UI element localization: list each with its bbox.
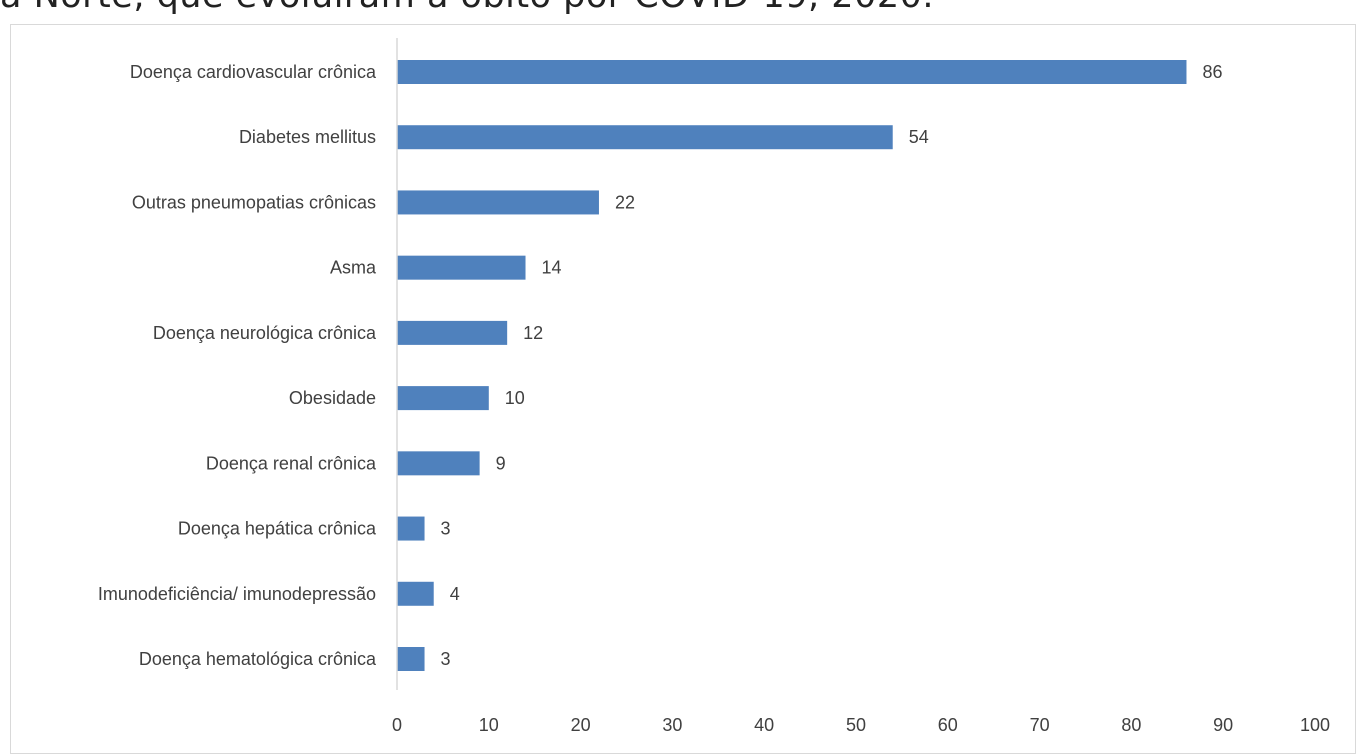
value-label-doenca-neurologica-cronica: 12 [523,323,543,343]
bars-layer [397,60,1187,671]
bar-obesidade [397,386,489,411]
category-label-imunodeficiencia-imunodepressao: Imunodeficiência/ imunodepressão [98,584,376,604]
value-labels-layer: 86 54 22 14 12 10 9 3 4 3 [441,62,1223,669]
bar-imunodeficiencia-imunodepressao [397,581,434,606]
x-tick-label-0: 0 [392,715,402,735]
category-label-doenca-hepatica-cronica: Doença hepática crônica [178,519,377,539]
category-label-doenca-renal-cronica: Doença renal crônica [206,453,377,473]
category-label-doenca-cardiovascular-cronica: Doença cardiovascular crônica [130,62,377,82]
x-tick-label-20: 20 [571,715,591,735]
x-tick-label-100: 100 [1300,715,1330,735]
value-label-outras-pneumopatias-cronicas: 22 [615,192,635,212]
x-tick-label-50: 50 [846,715,866,735]
bar-doenca-neurologica-cronica [397,320,508,345]
category-label-diabetes-mellitus: Diabetes mellitus [239,127,376,147]
bar-doenca-cardiovascular-cronica [397,60,1187,84]
value-label-obesidade: 10 [505,388,525,408]
bar-doenca-renal-cronica [397,451,480,476]
value-label-doenca-hepatica-cronica: 3 [441,519,451,539]
category-label-doenca-neurologica-cronica: Doença neurológica crônica [153,323,377,343]
x-tick-label-60: 60 [938,715,958,735]
category-label-asma: Asma [330,258,377,278]
value-label-doenca-hematologica-cronica: 3 [441,649,451,669]
bar-doenca-hepatica-cronica [397,516,425,541]
value-label-diabetes-mellitus: 54 [909,127,929,147]
value-label-imunodeficiencia-imunodepressao: 4 [450,584,460,604]
x-tick-label-90: 90 [1213,715,1233,735]
x-tick-label-40: 40 [754,715,774,735]
bar-doenca-hematologica-cronica [397,647,425,671]
x-tick-label-70: 70 [1030,715,1050,735]
x-axis-ticks-layer: 0 10 20 30 40 50 60 70 80 90 100 [392,715,1330,735]
chart-area [10,24,1356,754]
bar-outras-pneumopatias-cronicas [397,190,599,215]
x-tick-label-30: 30 [662,715,682,735]
category-label-outras-pneumopatias-cronicas: Outras pneumopatias crônicas [132,192,376,212]
category-labels-layer: Doença cardiovascular crônica Diabetes me… [98,62,377,669]
bar-asma [397,255,526,280]
category-label-obesidade: Obesidade [289,388,376,408]
value-label-doenca-cardiovascular-cronica: 86 [1202,62,1222,82]
chart-title: a Norte, que evoluíram a óbito por COVID… [0,0,934,18]
x-tick-label-80: 80 [1121,715,1141,735]
bar-diabetes-mellitus [397,125,893,150]
value-label-asma: 14 [542,258,562,278]
value-label-doenca-renal-cronica: 9 [496,453,506,473]
x-tick-label-10: 10 [479,715,499,735]
category-label-doenca-hematologica-cronica: Doença hematológica crônica [139,649,377,669]
